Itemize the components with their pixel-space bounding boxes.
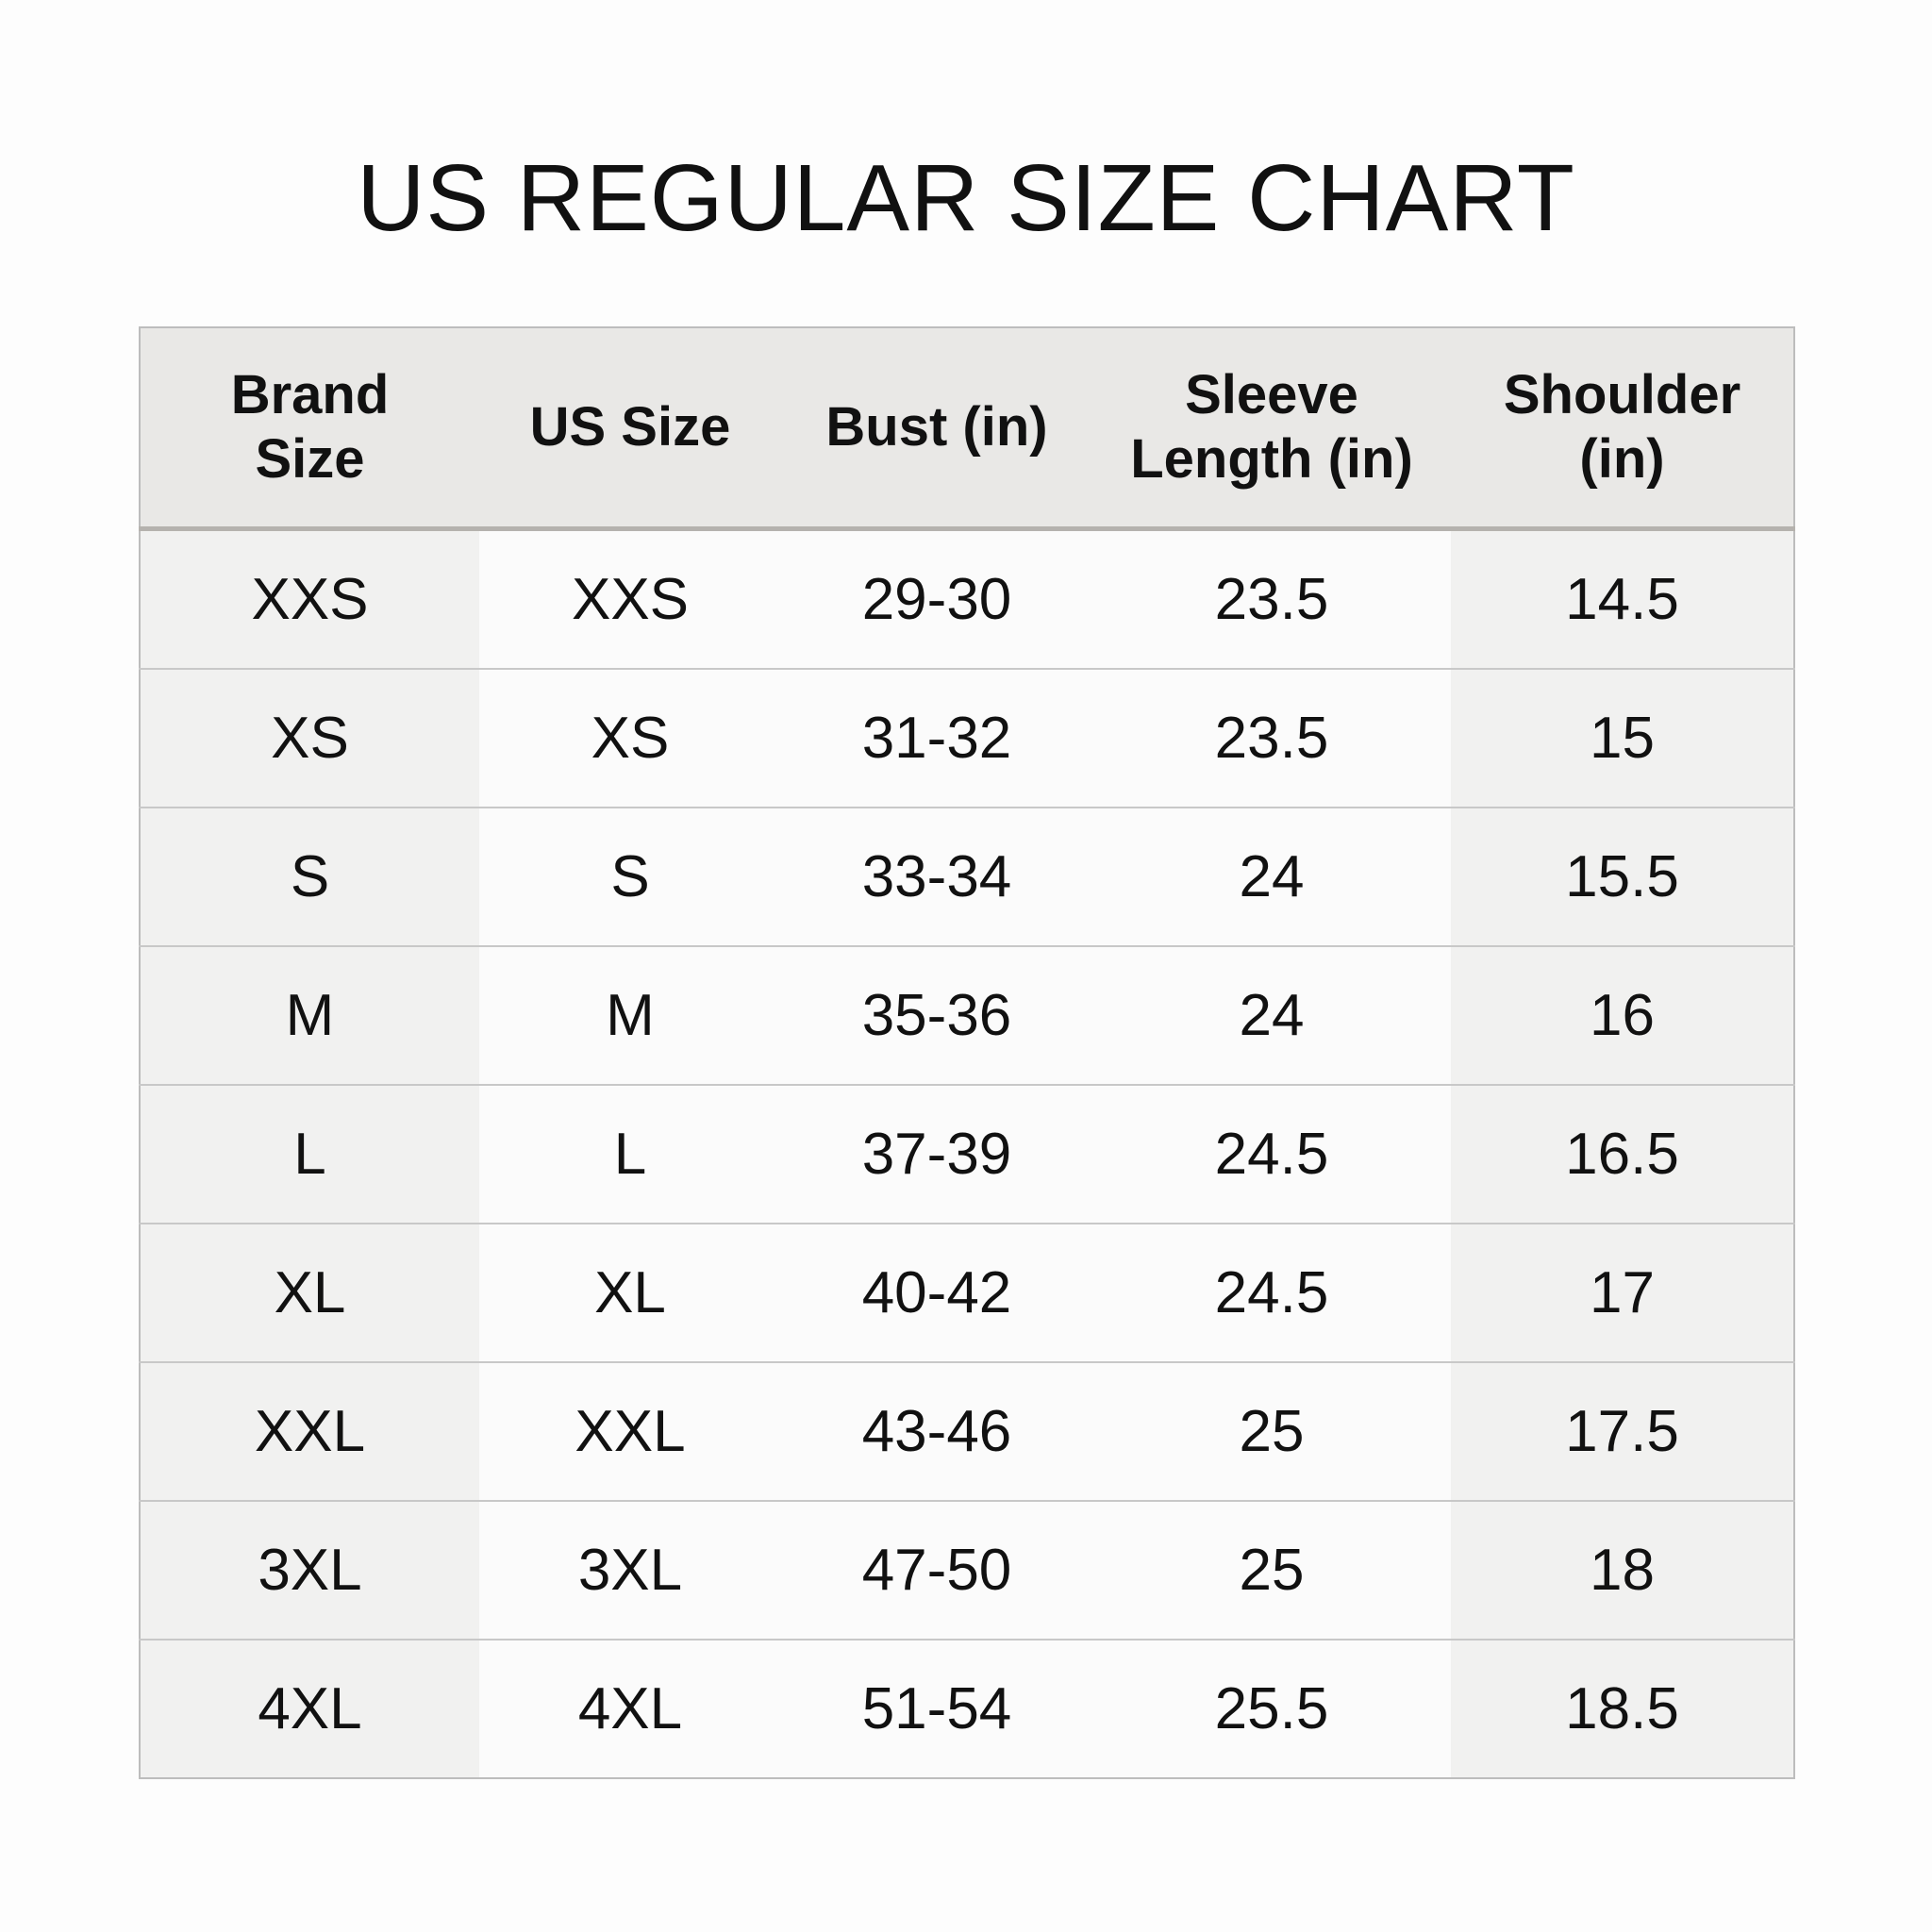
us-size-cell: XL [479, 1223, 781, 1362]
header-us-size: US Size [479, 327, 781, 531]
table-row: XS XS 31-32 23.5 15 [140, 668, 1794, 808]
brand-size-cell: 4XL [140, 1639, 479, 1778]
us-size-cell: 4XL [479, 1639, 781, 1778]
sleeve-length-cell: 25 [1092, 1361, 1451, 1501]
header-line: (in) [1579, 428, 1665, 490]
table-row: 4XL 4XL 51-54 25.5 18.5 [140, 1639, 1794, 1778]
brand-size-cell: 3XL [140, 1500, 479, 1640]
header-line: US Size [529, 396, 731, 458]
shoulder-cell: 18 [1451, 1500, 1794, 1640]
size-chart-table: Brand Size US Size Bust (in) Sleeve Leng… [139, 326, 1795, 1779]
shoulder-cell: 17.5 [1451, 1361, 1794, 1501]
header-shoulder: Shoulder (in) [1451, 327, 1794, 531]
us-size-cell: XXL [479, 1361, 781, 1501]
bust-cell: 40-42 [781, 1223, 1092, 1362]
brand-size-cell: XXL [140, 1361, 479, 1501]
us-size-cell: XXS [479, 528, 781, 669]
us-size-cell: M [479, 945, 781, 1085]
sleeve-length-cell: 25 [1092, 1500, 1451, 1640]
bust-cell: 33-34 [781, 807, 1092, 946]
shoulder-cell: 15 [1451, 668, 1794, 808]
shoulder-cell: 14.5 [1451, 528, 1794, 669]
header-line: Length (in) [1130, 428, 1413, 490]
bust-cell: 29-30 [781, 528, 1092, 669]
header-line: Size [255, 428, 365, 490]
us-size-cell: S [479, 807, 781, 946]
brand-size-cell: XXS [140, 528, 479, 669]
brand-size-cell: S [140, 807, 479, 946]
header-sleeve-length: Sleeve Length (in) [1092, 327, 1451, 531]
shoulder-cell: 16.5 [1451, 1084, 1794, 1224]
header-line: Shoulder [1503, 364, 1741, 425]
shoulder-cell: 17 [1451, 1223, 1794, 1362]
table-row: M M 35-36 24 16 [140, 945, 1794, 1085]
bust-cell: 31-32 [781, 668, 1092, 808]
page-title: US REGULAR SIZE CHART [357, 145, 1575, 251]
sleeve-length-cell: 24.5 [1092, 1223, 1451, 1362]
sleeve-length-cell: 24 [1092, 945, 1451, 1085]
bust-cell: 37-39 [781, 1084, 1092, 1224]
table-row: S S 33-34 24 15.5 [140, 807, 1794, 946]
us-size-cell: 3XL [479, 1500, 781, 1640]
sleeve-length-cell: 24 [1092, 807, 1451, 946]
bust-cell: 51-54 [781, 1639, 1092, 1778]
brand-size-cell: XS [140, 668, 479, 808]
table-row: XXS XXS 29-30 23.5 14.5 [140, 528, 1794, 669]
shoulder-cell: 16 [1451, 945, 1794, 1085]
us-size-cell: XS [479, 668, 781, 808]
table-row: XL XL 40-42 24.5 17 [140, 1223, 1794, 1362]
table-body: XXS XXS 29-30 23.5 14.5 XS XS 31-32 23.5 15 S S 33-3… [140, 528, 1794, 1778]
us-size-cell: L [479, 1084, 781, 1224]
sleeve-length-cell: 25.5 [1092, 1639, 1451, 1778]
brand-size-cell: M [140, 945, 479, 1085]
table-row: XXL XXL 43-46 25 17.5 [140, 1361, 1794, 1501]
bust-cell: 47-50 [781, 1500, 1092, 1640]
sleeve-length-cell: 23.5 [1092, 528, 1451, 669]
shoulder-cell: 18.5 [1451, 1639, 1794, 1778]
table-row: L L 37-39 24.5 16.5 [140, 1084, 1794, 1224]
header-brand-size: Brand Size [140, 327, 479, 531]
shoulder-cell: 15.5 [1451, 807, 1794, 946]
sleeve-length-cell: 24.5 [1092, 1084, 1451, 1224]
brand-size-cell: XL [140, 1223, 479, 1362]
header-bust: Bust (in) [781, 327, 1092, 531]
brand-size-cell: L [140, 1084, 479, 1224]
header-line: Brand [230, 364, 390, 425]
bust-cell: 35-36 [781, 945, 1092, 1085]
table-row: 3XL 3XL 47-50 25 18 [140, 1500, 1794, 1640]
header-line: Sleeve [1185, 364, 1358, 425]
header-line: Bust (in) [825, 396, 1048, 458]
bust-cell: 43-46 [781, 1361, 1092, 1501]
header-row: Brand Size US Size Bust (in) Sleeve Leng… [140, 327, 1794, 531]
sleeve-length-cell: 23.5 [1092, 668, 1451, 808]
